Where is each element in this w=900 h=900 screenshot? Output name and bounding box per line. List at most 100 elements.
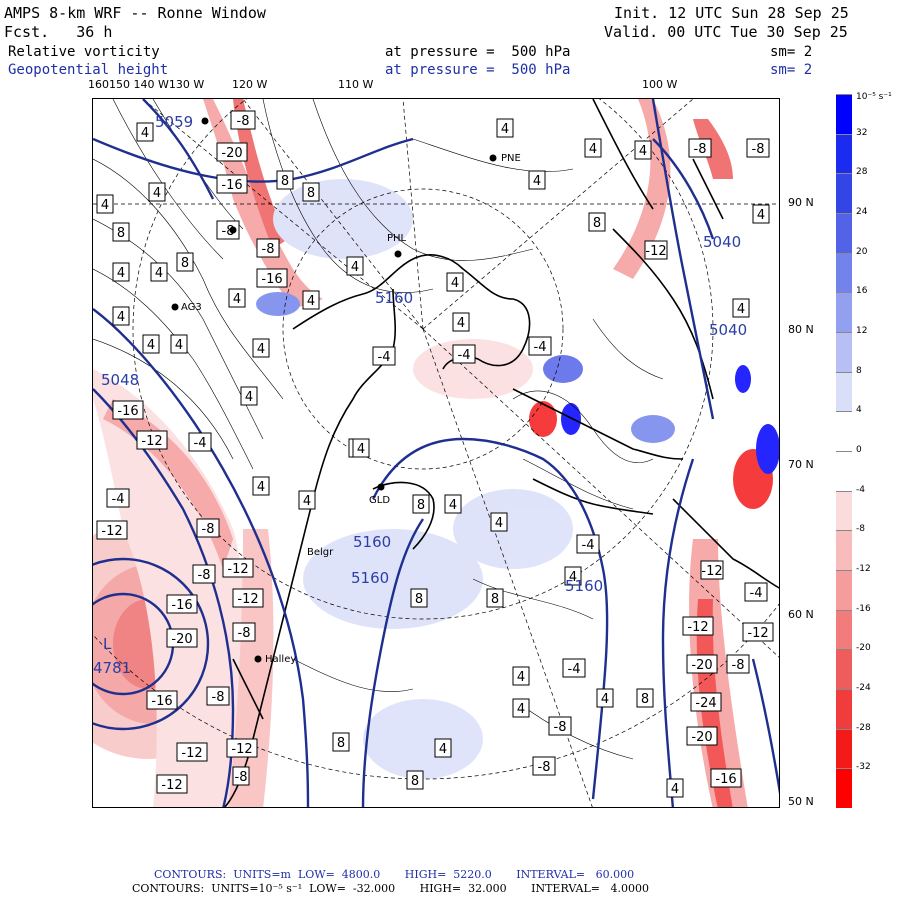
height-label-5059: 5059 [155,113,194,131]
low-center-label: L [103,635,112,653]
colorbar-swatch [836,570,852,610]
vort-label-box: 4 [240,386,258,406]
vort-label-box: 4 [732,298,750,318]
vort-label-box: -16 [112,400,144,420]
vort-label-box: 4 [446,272,464,292]
vort-label-box: 4 [170,334,188,354]
vort-label-box: -8 [746,138,770,158]
colorbar-tick-label: 16 [856,286,868,297]
svg-text:4: 4 [141,126,149,141]
svg-text:4: 4 [639,144,647,159]
station-dot-halley [254,655,262,663]
svg-text:-16: -16 [261,272,282,287]
vort-label-box: -20 [686,654,718,674]
svg-text:8: 8 [641,692,649,707]
height-label-4781: 4781 [93,659,132,677]
lat-label-70n: 70 N [788,458,814,471]
lat-label-60n: 60 N [788,608,814,621]
vort-label-box: 4 [96,194,114,214]
vort-label-box: -12 [226,738,258,758]
vort-label-box: -8 [548,716,572,736]
field2-smoothing: sm= 2 [770,62,813,78]
vort-label-box: 4 [452,312,470,332]
vort-label-box: -20 [216,142,248,162]
svg-text:-8: -8 [198,568,211,583]
vort-label-box: -4 [372,346,396,366]
svg-text:8: 8 [491,592,499,607]
svg-text:4: 4 [257,480,265,495]
colorbar-swatch [836,728,852,769]
colorbar-tick-label: -8 [856,524,865,535]
vort-label-box: -12 [222,558,254,578]
height-label-5040-e: 5040 [709,321,748,339]
svg-text:-12: -12 [701,564,722,579]
field1-name: Relative vorticity [8,44,160,60]
colorbar-swatch [836,292,852,332]
vort-label-box: -4 [562,658,586,678]
geopotential-contours [93,99,779,807]
svg-text:-4: -4 [534,340,547,355]
svg-text:-8: -8 [237,114,250,129]
svg-text:-12: -12 [227,562,248,577]
colorbar-swatch [836,252,852,293]
vort-label-box: -4 [744,582,768,602]
svg-text:-8: -8 [538,760,551,775]
svg-text:4: 4 [147,338,155,353]
colorbar-swatch [836,768,852,808]
vort-label-box: -8 [216,220,240,240]
vort-label-box: -4 [452,344,476,364]
svg-text:-8: -8 [238,626,251,641]
vort-label-box: -8 [232,766,250,786]
vort-label-box: -12 [232,588,264,608]
svg-text:4: 4 [101,198,109,213]
colorbar-tick-label: 32 [856,127,868,138]
svg-text:4: 4 [737,302,745,317]
svg-text:-4: -4 [750,586,763,601]
vort-label-box: -12 [96,520,128,540]
svg-text:4: 4 [351,260,359,275]
vort-label-box: -8 [206,686,230,706]
lon-label-160w: 160150 140 W130 W [88,78,205,91]
svg-text:-12: -12 [645,244,666,259]
vort-label-box: 4 [584,138,602,158]
valid-time: Valid. 00 UTC Tue 30 Sep 25 [604,23,848,41]
vorticity-shading [93,99,779,807]
colorbar-swatch [836,94,852,134]
svg-text:4: 4 [175,338,183,353]
vort-label-box: -16 [256,268,288,288]
station-dot-phl [394,250,402,258]
vort-label-box: 4 [252,476,270,496]
svg-text:-8: -8 [694,142,707,157]
colorbar-tick-label: -4 [856,484,865,495]
vort-label-box: -4 [188,432,212,452]
lon-label-120w: 120 W [232,78,268,91]
colorbar-swatch [836,451,852,491]
colorbar-tick-label: -20 [856,643,871,654]
svg-text:-8: -8 [262,242,275,257]
svg-text:4: 4 [303,494,311,509]
station-label-pne: PNE [501,153,521,164]
colorbar-tick-label: -32 [856,762,871,773]
height-label-5160-center2: 5160 [351,569,390,587]
colorbar-tick-label: 24 [856,207,868,217]
map-panel[interactable]: 4 -20 -16 -8 -8 -16 -8 8 8 4 8 4 8 4 4 4… [92,98,780,808]
svg-text:4: 4 [671,782,679,797]
forecast-hour: Fcst. 36 h [4,23,113,41]
vort-label-box: 8 [486,588,504,608]
vort-label-box: 4 [512,666,530,686]
height-label-5048: 5048 [101,371,140,389]
colorbar-swatch [836,530,852,570]
vort-label-box: -12 [700,560,724,580]
vort-label-box: -8 [232,622,256,642]
colorbar-tick-label: 20 [856,246,868,257]
svg-text:-12: -12 [747,626,768,641]
svg-text:8: 8 [593,216,601,231]
vort-label-box: 8 [302,182,320,202]
station-markers [171,117,497,663]
svg-text:-20: -20 [221,146,242,161]
vort-label-box: 4 [634,140,652,160]
svg-text:8: 8 [417,498,425,513]
svg-text:8: 8 [411,774,419,789]
vort-label-box: -8 [192,564,216,584]
map-canvas: 4 -20 -16 -8 -8 -16 -8 8 8 4 8 4 8 4 4 4… [93,99,779,807]
